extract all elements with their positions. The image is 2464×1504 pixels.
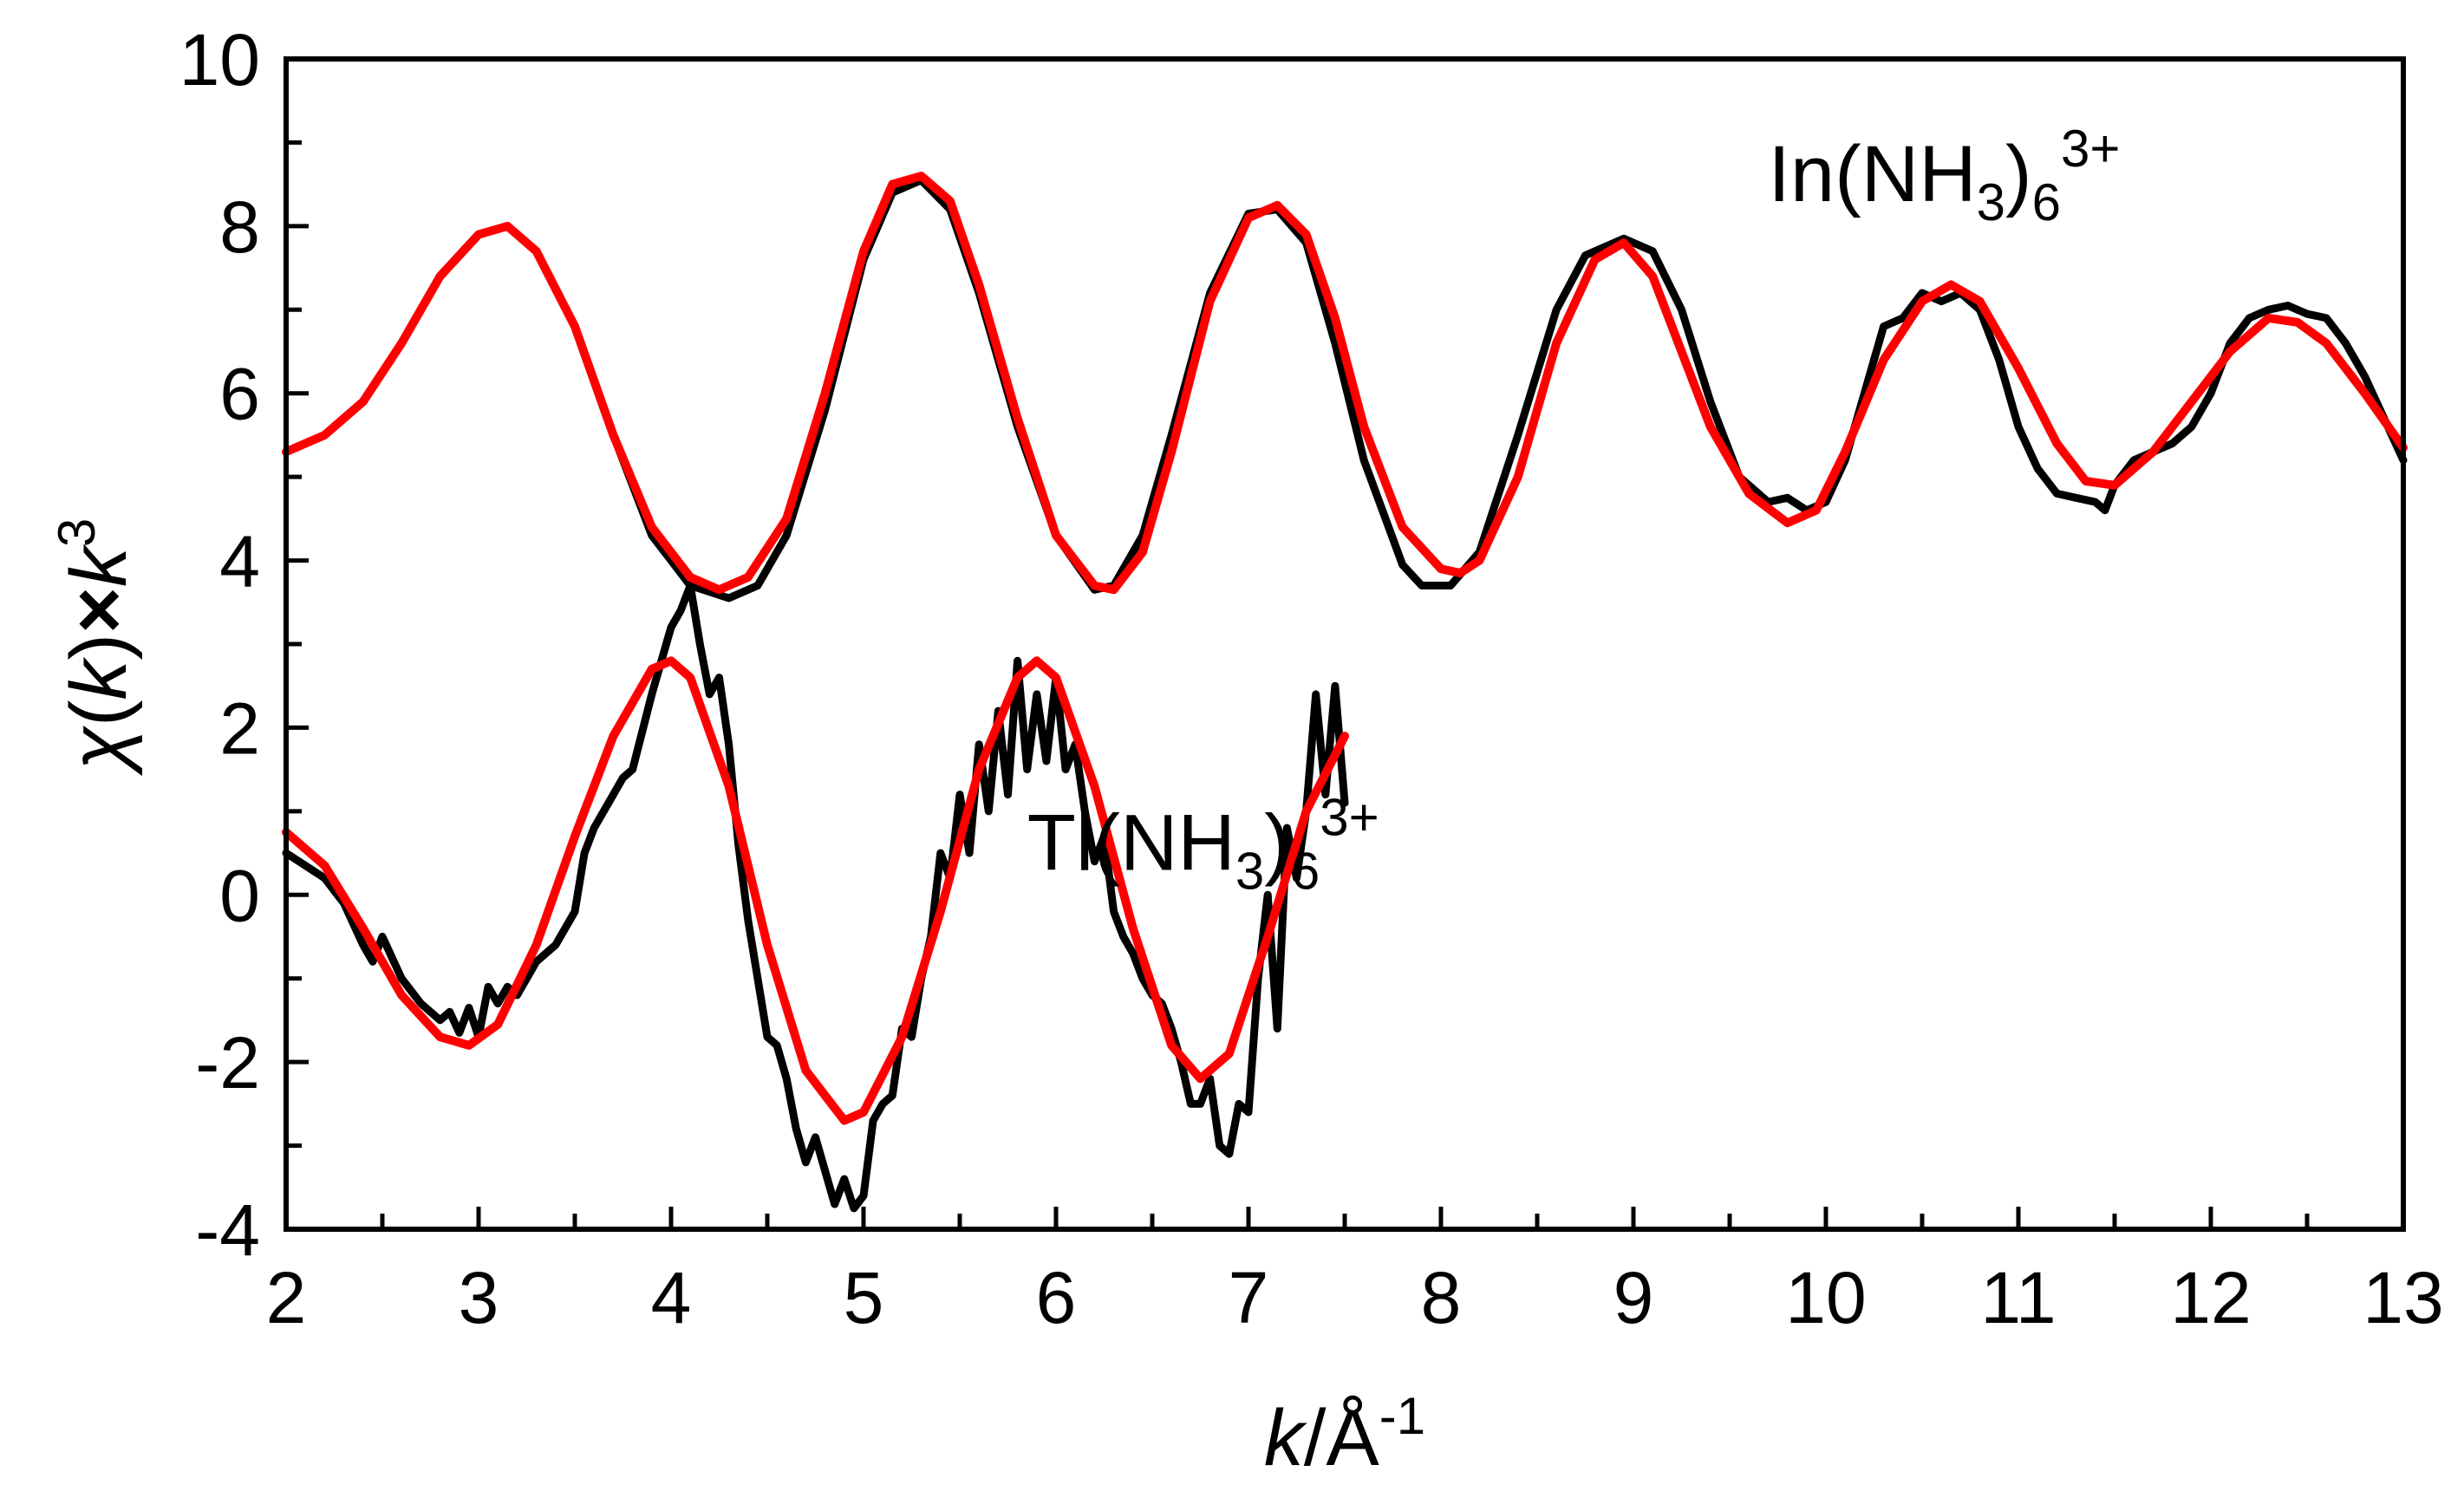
x-tick-label: 5 <box>844 1257 884 1338</box>
y-tick-label: 6 <box>219 354 260 435</box>
y-tick-label: 4 <box>219 521 260 602</box>
plot-frame <box>284 56 2406 1232</box>
x-axis-title: k/Å-1 <box>1264 1387 1425 1482</box>
x-tick-label: 7 <box>1229 1257 1269 1338</box>
labels-layer: 2 3 4 5 6 7 8 9 10 11 12 13 -4 -2 0 2 4 6 8 10 <box>179 19 2444 1338</box>
series-line-3 <box>282 656 1349 1125</box>
x-tick-label: 13 <box>2363 1257 2443 1338</box>
x-tick-label: 12 <box>2170 1257 2251 1338</box>
x-tick-label: 3 <box>459 1257 499 1338</box>
series-layer <box>282 172 2408 1213</box>
y-tick-label: 10 <box>179 19 260 101</box>
y-tick-label: 2 <box>219 687 260 769</box>
series-label-tl: Tl(NH3)63+ <box>1027 788 1379 900</box>
y-tick-label: 0 <box>219 855 260 936</box>
y-axis-title: χ(k)×k3 <box>48 518 143 777</box>
series-label-in: In(NH3)63+ <box>1768 120 2120 231</box>
series-line-0 <box>282 176 2408 602</box>
ticks-layer <box>284 56 2406 1232</box>
x-tick-label: 2 <box>266 1257 307 1338</box>
x-tick-label: 4 <box>651 1257 692 1338</box>
series-line-1 <box>282 172 2408 595</box>
x-tick-label: 11 <box>1980 1257 2056 1338</box>
y-tick-label: -2 <box>195 1022 260 1104</box>
y-tick-label: 8 <box>219 186 260 268</box>
x-tick-label: 8 <box>1421 1257 1462 1338</box>
x-tick-label: 9 <box>1613 1257 1654 1338</box>
series-line-2 <box>282 582 1349 1213</box>
x-tick-label: 6 <box>1036 1257 1077 1338</box>
x-tick-label: 10 <box>1785 1257 1866 1338</box>
y-tick-label: -4 <box>195 1189 260 1271</box>
